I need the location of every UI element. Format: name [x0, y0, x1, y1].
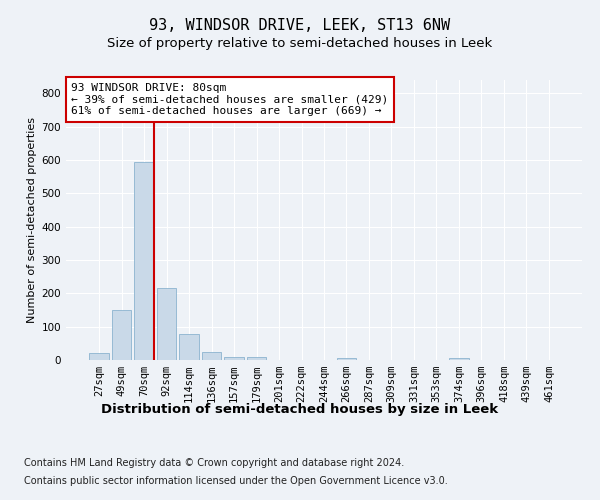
- Bar: [157, 288, 176, 360]
- Bar: [179, 334, 199, 360]
- Bar: [89, 354, 109, 360]
- Text: Size of property relative to semi-detached houses in Leek: Size of property relative to semi-detach…: [107, 38, 493, 51]
- Bar: [337, 358, 356, 360]
- Text: 93 WINDSOR DRIVE: 80sqm
← 39% of semi-detached houses are smaller (429)
61% of s: 93 WINDSOR DRIVE: 80sqm ← 39% of semi-de…: [71, 83, 388, 116]
- Bar: [224, 356, 244, 360]
- Text: Distribution of semi-detached houses by size in Leek: Distribution of semi-detached houses by …: [101, 402, 499, 415]
- Bar: [202, 352, 221, 360]
- Text: 93, WINDSOR DRIVE, LEEK, ST13 6NW: 93, WINDSOR DRIVE, LEEK, ST13 6NW: [149, 18, 451, 32]
- Bar: [134, 162, 154, 360]
- Text: Contains public sector information licensed under the Open Government Licence v3: Contains public sector information licen…: [24, 476, 448, 486]
- Bar: [247, 358, 266, 360]
- Bar: [449, 358, 469, 360]
- Bar: [112, 310, 131, 360]
- Y-axis label: Number of semi-detached properties: Number of semi-detached properties: [28, 117, 37, 323]
- Text: Contains HM Land Registry data © Crown copyright and database right 2024.: Contains HM Land Registry data © Crown c…: [24, 458, 404, 468]
